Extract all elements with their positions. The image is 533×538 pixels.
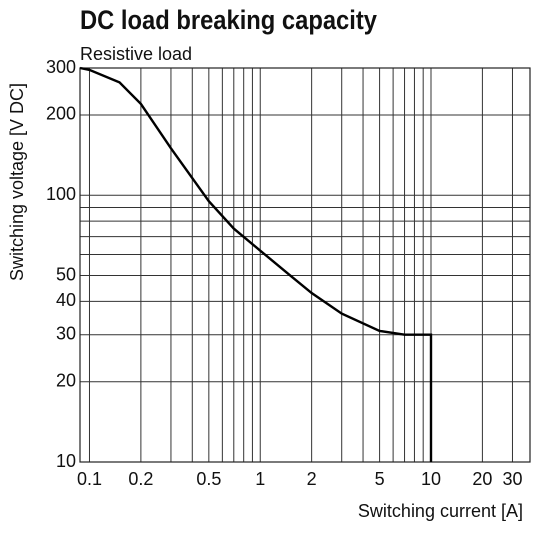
x-tick-label: 0.5 [196, 469, 221, 489]
x-tick-label: 0.1 [77, 469, 102, 489]
x-tick-label: 20 [472, 469, 492, 489]
x-tick-label: 30 [502, 469, 522, 489]
y-tick-label: 100 [46, 184, 76, 204]
y-tick-label: 10 [56, 451, 76, 471]
y-tick-label: 40 [56, 290, 76, 310]
x-tick-label: 2 [307, 469, 317, 489]
x-tick-label: 10 [421, 469, 441, 489]
y-tick-label: 300 [46, 57, 76, 77]
chart-title: DC load breaking capacity [80, 6, 377, 36]
y-axis-label: Switching voltage [V DC] [7, 83, 27, 281]
y-tick-label: 30 [56, 323, 76, 343]
y-tick-label: 20 [56, 370, 76, 390]
chart-subtitle: Resistive load [80, 44, 192, 64]
y-tick-label: 50 [56, 264, 76, 284]
plot-frame [79, 67, 531, 463]
y-tick-label: 200 [46, 104, 76, 124]
x-tick-label: 5 [375, 469, 385, 489]
x-axis-label: Switching current [A] [358, 501, 523, 521]
x-tick-label: 1 [255, 469, 265, 489]
x-tick-label: 0.2 [128, 469, 153, 489]
curve [79, 66, 433, 462]
